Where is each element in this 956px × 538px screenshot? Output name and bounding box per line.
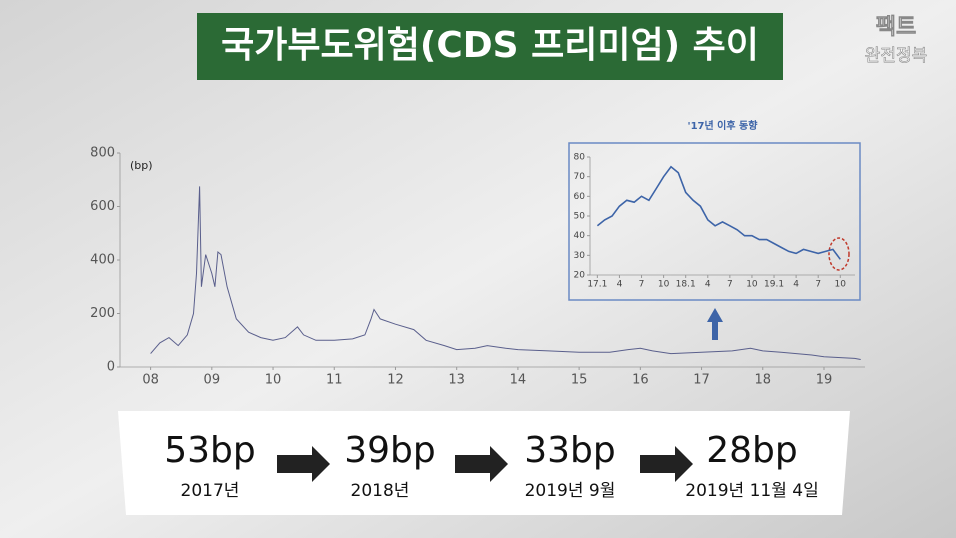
x-tick-label: 19 [816,373,833,388]
x-tick-label: 12 [387,373,404,388]
y-tick-label: 70 [574,172,586,182]
y-tick-label: 40 [574,231,586,241]
x-tick-label: 7 [639,280,645,290]
x-tick-label: 19.1 [764,280,784,290]
y-tick-label: 20 [574,271,586,281]
logo-top: 팩트 [876,15,916,40]
x-tick-label: 18 [754,373,771,388]
y-tick-label: 800 [90,146,115,161]
x-tick-label: 4 [617,280,623,290]
summary-value: 53bp [164,430,256,471]
x-tick-label: 10 [746,280,758,290]
inset-frame [568,142,861,301]
x-tick-label: 16 [632,373,649,388]
summary-label: 2018년 [351,481,410,501]
y-tick-label: 600 [90,199,115,214]
x-tick-label: 09 [204,373,221,388]
x-tick-label: 17 [693,373,710,388]
x-tick-label: 4 [793,280,799,290]
summary-value: 39bp [344,430,436,471]
summary-label: 2017년 [181,481,240,501]
x-tick-label: 10 [835,280,847,290]
data-line [596,165,841,260]
up-arrow [707,308,723,340]
summary-value: 28bp [706,430,798,471]
title-banner [197,13,783,80]
summary-label: 2019년 11월 4일 [685,481,818,501]
y-axis-label: (bp) [130,159,153,172]
x-tick-label: 7 [727,280,733,290]
y-tick-label: 80 [574,153,586,163]
arrow [640,446,693,482]
x-tick-label: 13 [448,373,465,388]
x-tick-label: 08 [142,373,159,388]
y-tick-label: 60 [574,192,586,202]
x-tick-label: 10 [265,373,282,388]
summary-value: 33bp [524,430,616,471]
x-tick-label: 17.1 [587,280,607,290]
arrow [277,446,330,482]
y-tick-label: 400 [90,253,115,268]
x-tick-label: 15 [571,373,588,388]
arrow [455,446,508,482]
data-line [150,186,861,360]
x-tick-label: 14 [510,373,527,388]
y-tick-label: 0 [107,360,115,375]
y-tick-label: 30 [574,251,586,261]
x-tick-label: 18.1 [676,280,696,290]
highlight-circle [828,237,850,271]
x-tick-label: 11 [326,373,343,388]
inset-title: '17년 이후 동향 [688,119,759,132]
y-tick-label: 200 [90,306,115,321]
y-tick-label: 50 [574,212,586,222]
x-tick-label: 4 [705,280,711,290]
title: 국가부도위험(CDS 프리미엄) 추이 [221,25,759,66]
logo-bottom: 완전정복 [865,46,928,66]
summary-label: 2019년 9월 [525,481,616,501]
x-tick-label: 10 [658,280,670,290]
x-tick-label: 7 [815,280,821,290]
